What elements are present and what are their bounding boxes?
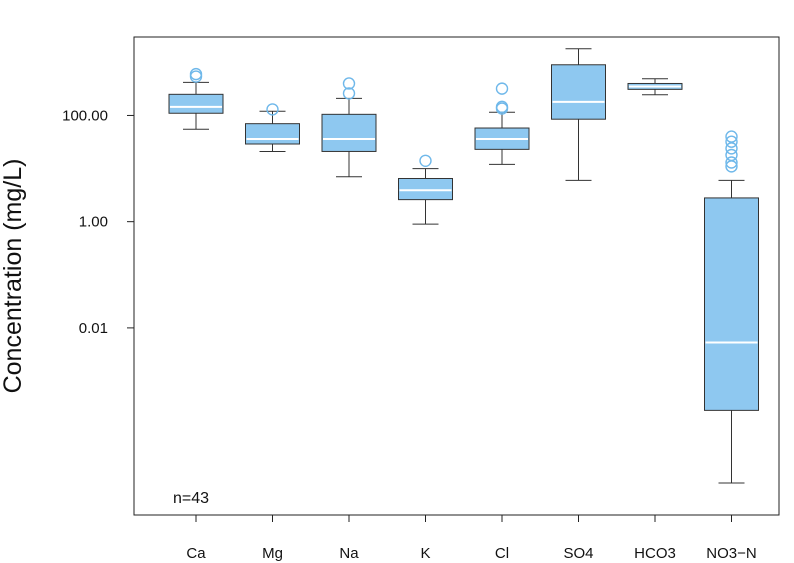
x-tick-label: NO3−N <box>706 545 756 562</box>
box-group-cl <box>474 82 530 165</box>
outlier-point <box>725 130 738 143</box>
plot-frame <box>133 36 780 516</box>
x-tick-label: SO4 <box>563 545 593 562</box>
x-tick-label: Cl <box>495 545 509 562</box>
outlier-point <box>725 148 738 162</box>
y-tick-label: 0.01 <box>79 320 108 337</box>
box-group-so4 <box>551 48 606 181</box>
box <box>321 113 377 152</box>
outlier-point <box>266 103 279 116</box>
y-axis-label: Concentration (mg/L) <box>0 159 27 394</box>
box <box>704 197 759 411</box>
boxes <box>168 48 759 484</box>
outlier-point <box>189 70 203 83</box>
y-tick-label: 1.00 <box>79 214 108 231</box>
box-group-k <box>398 154 453 225</box>
box <box>168 93 224 114</box>
outlier-point <box>419 154 432 168</box>
sample-size-note: n=43 <box>173 490 209 507</box>
outlier-point <box>725 156 738 169</box>
box-group-no3-n <box>704 130 759 484</box>
outlier-point <box>495 100 509 114</box>
box <box>551 64 606 120</box>
box-group-na <box>321 77 377 178</box>
x-tick-label: K <box>420 545 430 562</box>
x-axis: Ca Mg Na K Cl SO4 HCO3 NO3−N <box>186 515 757 562</box>
box-group-mg <box>245 103 300 152</box>
box-group-ca <box>168 67 224 130</box>
x-tick-label: HCO3 <box>634 545 676 562</box>
outlier-point <box>342 77 356 90</box>
x-tick-label: Mg <box>262 545 283 562</box>
outlier-point <box>725 135 738 148</box>
y-tick-label: 100.00 <box>62 107 108 124</box>
outlier-point <box>495 82 509 95</box>
outlier-point <box>189 67 203 81</box>
outlier-point <box>725 142 738 155</box>
x-tick-label: Ca <box>186 545 206 562</box>
y-axis: 100.00 1.00 0.01 <box>62 107 134 337</box>
box <box>398 177 453 201</box>
box-group-hco3 <box>627 78 683 96</box>
x-tick-label: Na <box>339 545 359 562</box>
outlier-point <box>342 87 356 100</box>
box <box>245 123 300 145</box>
